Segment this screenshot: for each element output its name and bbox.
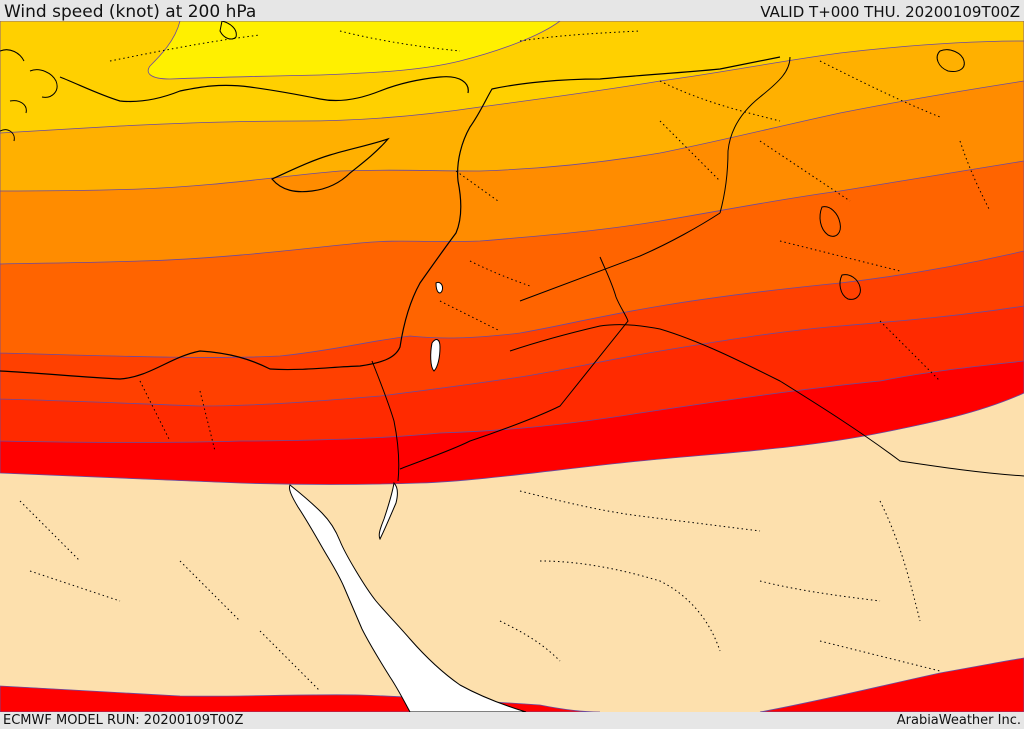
band-yellow [147,21,561,80]
credit-label: ArabiaWeather Inc. [896,713,1021,728]
border-iraq-syria [719,56,791,214]
dotted-borders-saudi [499,490,941,672]
border-iraq-saudi [399,256,629,470]
model-run-label: ECMWF MODEL RUN: 20200109T00Z [3,713,244,728]
red-sea [289,484,527,712]
aegean-islands [0,49,58,142]
footer-bar: ECMWF MODEL RUN: 20200109T00Z ArabiaWeat… [0,712,1024,729]
wind-speed-map[interactable] [0,21,1024,712]
dotted-borders-levant [439,170,531,332]
lake-tuz [219,21,237,40]
island-cyprus [271,137,390,193]
lake-van [936,49,965,72]
lake-habbaniyah [839,274,861,300]
coastline-mediterranean [0,56,781,380]
border-sinai [371,360,400,482]
valid-time-label: VALID T+000 THU. 20200109T00Z [760,3,1020,21]
border-jordan-saudi [509,212,1024,477]
gulf-of-aqaba [378,481,398,541]
lake-tharthar [819,206,841,237]
band-red-south-east [759,657,1024,712]
header-bar: Wind speed (knot) at 200 hPa VALID T+000… [0,0,1024,22]
dotted-borders-iraq [659,120,941,382]
coastline-turkey [59,76,469,103]
lake-tiberias [435,282,443,294]
map-canvas [0,21,1024,712]
map-title: Wind speed (knot) at 200 hPa [4,2,257,22]
dead-sea [430,339,441,372]
